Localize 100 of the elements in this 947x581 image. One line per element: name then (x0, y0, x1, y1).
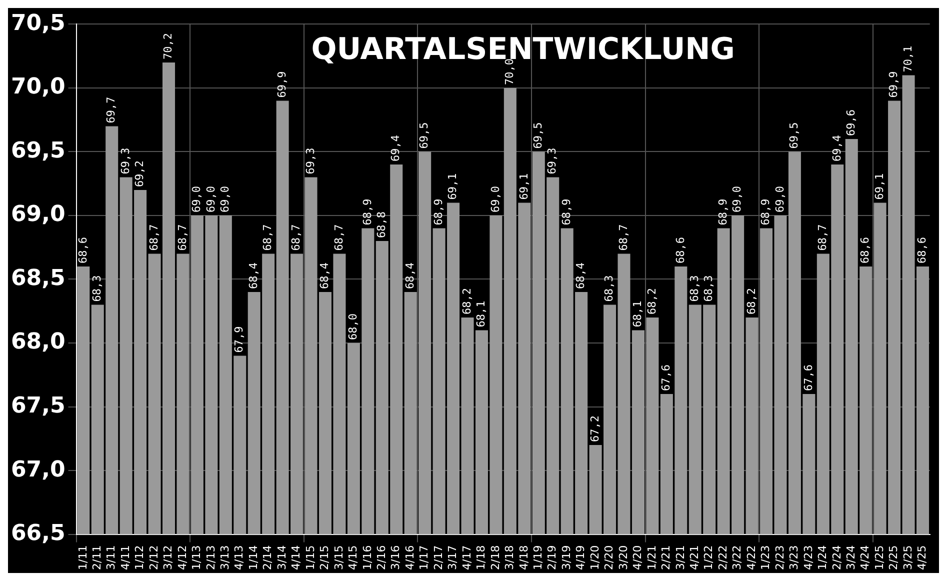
y-tick-label: 70,0 (11, 74, 66, 100)
x-tick-label: 4/24 (858, 545, 872, 570)
data-label: 68,4 (318, 262, 332, 289)
data-label: 69,9 (275, 71, 288, 98)
y-tick-label: 69,5 (11, 138, 66, 164)
data-label: 68,9 (432, 198, 445, 226)
x-tick-label: 4/25 (916, 545, 929, 570)
data-label: 68,8 (375, 211, 388, 238)
x-tick-label: 1/15 (304, 545, 317, 570)
x-tick-label: 3/11 (104, 545, 118, 570)
data-label: 69,3 (118, 148, 132, 174)
x-tick-label: 4/21 (688, 545, 701, 570)
y-tick-label: 67,5 (11, 393, 66, 418)
x-tick-label: 1/25 (872, 545, 886, 570)
x-tick-label: 4/18 (517, 545, 530, 570)
x-tick-label: 2/18 (488, 545, 502, 570)
data-label: 70,1 (901, 46, 914, 72)
x-tick-label: 3/15 (332, 545, 346, 570)
data-label: 68,0 (346, 314, 360, 340)
data-label: 68,7 (616, 224, 630, 251)
x-tick-label: 1/23 (759, 545, 772, 570)
x-tick-label: 1/16 (360, 545, 374, 570)
data-label: 68,4 (574, 262, 588, 289)
data-label: 69,0 (730, 186, 744, 212)
data-label: 69,0 (218, 186, 232, 212)
data-label: 68,7 (816, 224, 830, 251)
data-label: 68,7 (290, 224, 303, 251)
x-tick-label: 4/14 (290, 545, 303, 570)
data-label: 69,4 (830, 134, 844, 162)
y-tick-label: 68,0 (11, 330, 66, 355)
data-label: 67,6 (660, 364, 673, 392)
data-label: 69,1 (517, 173, 530, 200)
data-label: 69,9 (887, 71, 900, 98)
x-tick-label: 3/22 (730, 545, 744, 570)
data-label: 68,6 (76, 236, 90, 264)
data-label: 69,1 (872, 173, 886, 200)
x-tick-label: 4/23 (802, 545, 815, 570)
data-label: 68,6 (674, 236, 687, 264)
x-tick-label: 4/15 (346, 545, 360, 570)
x-tick-label: 4/22 (744, 545, 758, 570)
data-label: 69,0 (488, 186, 502, 212)
data-label: 69,1 (446, 173, 460, 200)
data-label: 69,5 (788, 122, 801, 149)
x-tick-label: 2/17 (432, 545, 445, 570)
y-tick-label: 69,0 (11, 202, 66, 228)
x-tick-label: 3/21 (674, 545, 687, 570)
x-tick-label: 3/12 (162, 545, 175, 570)
data-label: 69,5 (531, 122, 544, 149)
data-label: 69,4 (389, 134, 402, 162)
x-tick-label: 4/12 (176, 545, 189, 570)
x-tick-label: 1/18 (474, 545, 488, 570)
x-tick-label: 2/14 (261, 545, 274, 570)
x-tick-label: 2/12 (147, 545, 160, 570)
data-label: 69,5 (418, 122, 431, 149)
data-label: 69,2 (133, 160, 146, 187)
data-label: 69,6 (844, 109, 858, 136)
x-tick-label: 1/12 (133, 545, 146, 570)
data-label: 69,0 (204, 186, 218, 212)
x-tick-label: 4/20 (631, 545, 644, 570)
y-tick-label: 67,0 (11, 457, 66, 482)
data-label: 68,2 (460, 288, 474, 315)
data-label: 69,7 (104, 96, 118, 124)
x-tick-label: 3/24 (844, 545, 858, 570)
x-tick-label: 2/19 (546, 545, 559, 570)
data-label: 68,6 (916, 236, 929, 264)
data-label: 68,1 (474, 300, 488, 328)
x-tick-label: 1/24 (816, 545, 830, 570)
x-tick-label: 2/16 (375, 545, 388, 570)
data-label: 68,4 (246, 262, 260, 289)
data-label: 70,2 (162, 32, 175, 60)
data-label: 68,2 (744, 288, 758, 315)
x-tick-label: 1/21 (645, 545, 658, 570)
x-tick-label: 1/20 (588, 545, 602, 570)
data-label: 68,7 (176, 224, 189, 251)
data-label: 67,6 (802, 364, 815, 392)
x-tick-label: 3/14 (275, 545, 288, 570)
data-label: 68,9 (360, 198, 374, 226)
x-tick-label: 3/23 (788, 545, 801, 570)
x-tick-label: 1/11 (76, 545, 90, 570)
data-label: 68,3 (702, 275, 716, 302)
x-tick-label: 4/17 (460, 545, 474, 570)
x-tick-label: 2/15 (318, 545, 332, 570)
data-label: 68,9 (759, 198, 772, 226)
x-tick-label: 2/23 (773, 545, 786, 570)
data-label: 68,7 (261, 224, 274, 251)
x-tick-label: 2/11 (90, 545, 104, 570)
data-label: 69,3 (546, 148, 559, 174)
y-tick-label: 70,5 (11, 10, 66, 36)
data-label: 68,3 (90, 275, 104, 302)
x-tick-label: 2/22 (716, 545, 730, 570)
data-label: 68,2 (645, 288, 658, 315)
data-label: 69,0 (190, 186, 204, 212)
data-label: 67,9 (232, 326, 246, 353)
x-tick-label: 3/19 (560, 545, 573, 570)
data-label: 68,7 (147, 224, 160, 251)
x-tick-label: 1/13 (190, 545, 204, 570)
x-tick-label: 1/17 (418, 545, 431, 570)
x-tick-label: 2/25 (887, 545, 900, 570)
x-tick-label: 1/19 (531, 545, 544, 570)
x-tick-label: 3/18 (503, 545, 516, 570)
